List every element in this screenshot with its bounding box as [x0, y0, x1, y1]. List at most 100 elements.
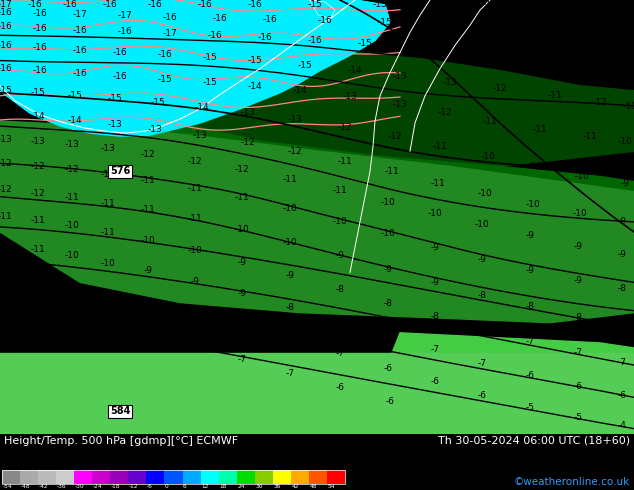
Text: -15: -15 [358, 39, 372, 48]
Text: -10: -10 [477, 189, 493, 198]
Bar [146, 470, 164, 484]
Text: -4: -4 [618, 421, 626, 430]
Text: -10: -10 [333, 218, 347, 226]
Bar [74, 470, 93, 484]
Text: -11: -11 [101, 228, 115, 238]
Text: 584: 584 [110, 407, 130, 416]
Text: -15: -15 [68, 91, 82, 100]
Text: 54: 54 [327, 485, 335, 490]
Bar [93, 470, 110, 484]
Bar [2, 470, 20, 484]
Text: -15: -15 [378, 18, 392, 26]
Text: -12: -12 [101, 170, 115, 179]
Text: -9: -9 [285, 271, 295, 280]
Text: -6: -6 [526, 370, 534, 380]
Polygon shape [0, 121, 634, 323]
Text: -14: -14 [413, 44, 427, 53]
Text: -6: -6 [335, 383, 344, 392]
Text: -9: -9 [238, 258, 247, 267]
Text: -5: -5 [526, 403, 534, 412]
Text: -11: -11 [482, 117, 498, 125]
Bar [255, 470, 273, 484]
Text: -17: -17 [0, 0, 13, 8]
Text: -36: -36 [56, 485, 66, 490]
Text: -12: -12 [235, 165, 249, 174]
Text: -10: -10 [30, 304, 46, 313]
Text: -12: -12 [612, 0, 627, 8]
Text: -12: -12 [129, 485, 138, 490]
Text: -9: -9 [477, 255, 486, 264]
Text: -10: -10 [574, 172, 590, 181]
Text: -15: -15 [203, 53, 217, 62]
Text: -11: -11 [0, 298, 13, 307]
Bar [38, 470, 56, 484]
Text: -14: -14 [195, 103, 209, 112]
Text: -12: -12 [0, 185, 12, 194]
Text: -11: -11 [188, 184, 202, 193]
Text: -15: -15 [297, 61, 313, 70]
Text: -16: -16 [262, 15, 278, 24]
Text: -9: -9 [103, 321, 112, 330]
Text: ©weatheronline.co.uk: ©weatheronline.co.uk [514, 477, 630, 487]
Text: -13: -13 [573, 29, 587, 38]
Text: -16: -16 [113, 48, 127, 57]
Text: -16: -16 [32, 43, 48, 52]
Text: -7: -7 [430, 345, 439, 354]
Text: -13: -13 [148, 124, 162, 134]
Polygon shape [0, 0, 390, 136]
Polygon shape [310, 0, 335, 18]
Text: -13: -13 [101, 144, 115, 153]
Polygon shape [180, 40, 634, 167]
Bar [273, 470, 291, 484]
Bar [219, 470, 236, 484]
Text: -15: -15 [423, 21, 437, 30]
Bar [327, 470, 345, 484]
Text: 42: 42 [292, 485, 299, 490]
Text: -14: -14 [482, 0, 497, 8]
Text: -9: -9 [384, 265, 392, 274]
Text: -12: -12 [593, 98, 607, 107]
Text: -12: -12 [65, 165, 79, 174]
Text: -7: -7 [477, 359, 486, 368]
Text: -14: -14 [473, 24, 488, 33]
Text: -9: -9 [618, 218, 626, 226]
Text: -13: -13 [392, 72, 408, 81]
Text: -11: -11 [583, 132, 597, 141]
Text: Th 30-05-2024 06:00 UTC (18+60): Th 30-05-2024 06:00 UTC (18+60) [438, 436, 630, 446]
Text: -12: -12 [241, 138, 256, 147]
Text: -6: -6 [385, 397, 394, 406]
Text: -24: -24 [93, 485, 102, 490]
Text: -12: -12 [30, 162, 45, 171]
Text: -13: -13 [612, 31, 628, 40]
Text: -7: -7 [618, 358, 626, 367]
Text: -8: -8 [285, 303, 295, 312]
Text: -16: -16 [32, 66, 48, 75]
Text: -17: -17 [163, 29, 178, 38]
Text: -11: -11 [0, 212, 13, 221]
Text: -15: -15 [0, 86, 13, 95]
Text: -6: -6 [147, 485, 153, 490]
Text: 24: 24 [237, 485, 245, 490]
Text: -11: -11 [0, 268, 13, 277]
Text: -11: -11 [235, 193, 249, 202]
Text: -12: -12 [493, 84, 507, 93]
Text: -13: -13 [288, 115, 302, 123]
Text: -7: -7 [384, 331, 392, 341]
Text: -11: -11 [65, 193, 79, 202]
Text: -16: -16 [73, 26, 87, 35]
Text: -6: -6 [430, 377, 439, 386]
Text: -9: -9 [430, 243, 439, 251]
Text: -16: -16 [0, 64, 13, 73]
Text: -7: -7 [285, 368, 295, 378]
Text: -10: -10 [188, 245, 202, 255]
Polygon shape [380, 333, 634, 434]
Text: -13: -13 [443, 78, 457, 87]
Text: -13: -13 [241, 108, 256, 118]
Bar [164, 470, 183, 484]
Text: -9: -9 [430, 278, 439, 287]
Text: -12: -12 [567, 56, 582, 65]
Text: -16: -16 [148, 0, 162, 8]
Text: -14: -14 [248, 82, 262, 91]
Text: -8: -8 [143, 330, 153, 339]
Text: -13: -13 [463, 48, 477, 57]
